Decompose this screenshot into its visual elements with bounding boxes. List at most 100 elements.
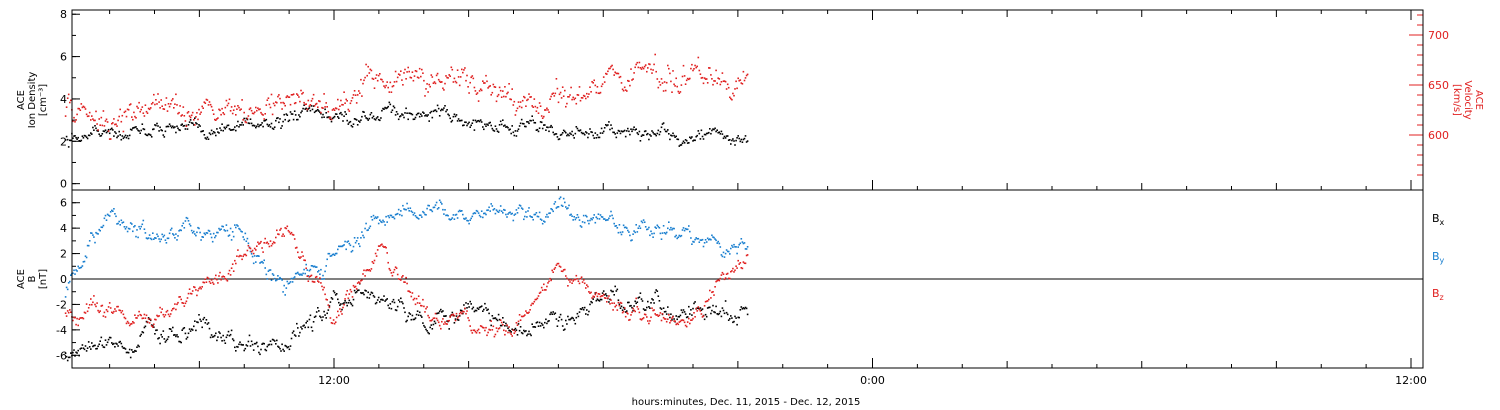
data-point xyxy=(385,84,387,87)
data-point xyxy=(587,313,589,316)
data-point xyxy=(227,235,230,237)
data-point xyxy=(319,277,321,279)
data-point xyxy=(280,227,282,230)
data-point xyxy=(223,339,226,342)
data-point xyxy=(652,309,654,312)
data-point xyxy=(335,113,338,115)
data-point xyxy=(480,121,483,123)
data-point xyxy=(116,223,118,225)
data-point xyxy=(179,229,181,231)
data-point xyxy=(301,328,303,330)
data-point xyxy=(243,238,245,241)
data-point xyxy=(245,344,248,346)
data-point xyxy=(185,124,188,127)
data-point xyxy=(377,118,380,121)
data-point xyxy=(553,203,556,205)
data-point xyxy=(573,137,575,139)
data-point xyxy=(463,304,465,306)
data-point xyxy=(303,101,305,104)
data-point xyxy=(238,227,240,230)
left-axis-title: B xyxy=(27,275,38,282)
data-point xyxy=(353,90,356,92)
data-point xyxy=(436,319,439,322)
data-point xyxy=(155,124,157,127)
data-point xyxy=(374,77,377,79)
data-point xyxy=(669,138,671,141)
data-point xyxy=(149,134,152,136)
data-point xyxy=(235,114,237,116)
data-point xyxy=(273,242,276,244)
data-point xyxy=(422,298,424,301)
data-point xyxy=(302,325,304,327)
data-point xyxy=(731,139,733,142)
data-point xyxy=(557,320,560,322)
data-point xyxy=(402,204,404,207)
data-point xyxy=(236,224,238,226)
data-point xyxy=(578,219,581,221)
data-point xyxy=(109,307,112,309)
data-point xyxy=(138,345,140,348)
data-point xyxy=(593,79,595,82)
data-point xyxy=(173,107,175,109)
data-point xyxy=(332,319,335,321)
data-point xyxy=(421,316,423,318)
data-point xyxy=(104,129,107,131)
data-point xyxy=(362,82,364,85)
data-point xyxy=(711,78,713,80)
data-point xyxy=(273,126,276,128)
data-point xyxy=(515,110,518,112)
data-point xyxy=(395,309,398,312)
data-point xyxy=(467,86,469,88)
data-point xyxy=(708,306,710,309)
data-point xyxy=(95,231,97,234)
data-point xyxy=(429,85,431,88)
data-point xyxy=(272,241,275,243)
data-point xyxy=(490,324,492,327)
data-point xyxy=(104,214,107,217)
data-point xyxy=(343,244,345,246)
data-point xyxy=(108,132,111,135)
data-point xyxy=(598,300,601,302)
data-point xyxy=(744,248,747,250)
data-point xyxy=(121,222,124,224)
data-point xyxy=(168,123,171,125)
data-point xyxy=(326,106,328,108)
data-point xyxy=(516,107,519,110)
data-point xyxy=(623,129,626,132)
data-point xyxy=(677,90,680,93)
data-point xyxy=(440,308,442,311)
data-point xyxy=(425,328,427,331)
data-point xyxy=(676,237,678,240)
data-point xyxy=(65,286,68,289)
data-point xyxy=(163,338,166,340)
data-point xyxy=(683,311,686,313)
data-point xyxy=(601,292,604,294)
data-point xyxy=(529,309,531,311)
data-point xyxy=(639,292,642,294)
data-point xyxy=(496,319,499,322)
data-point xyxy=(237,249,239,251)
data-point xyxy=(285,345,288,348)
data-point xyxy=(123,136,126,138)
data-point xyxy=(147,317,150,319)
data-point xyxy=(111,311,113,314)
data-point xyxy=(77,136,79,139)
data-point xyxy=(534,122,537,124)
data-point xyxy=(176,239,178,241)
data-point xyxy=(234,346,236,349)
data-point xyxy=(540,121,543,124)
data-point xyxy=(149,237,152,240)
data-point xyxy=(105,118,108,121)
data-point xyxy=(209,103,212,106)
data-point xyxy=(284,344,286,347)
data-point xyxy=(454,80,457,83)
data-point xyxy=(384,246,386,248)
data-point xyxy=(286,95,289,97)
data-point xyxy=(202,318,204,321)
data-point xyxy=(450,121,453,123)
data-point xyxy=(126,230,129,233)
data-point xyxy=(73,116,75,119)
data-point xyxy=(516,212,519,214)
data-point xyxy=(701,135,704,138)
data-point xyxy=(453,113,456,116)
